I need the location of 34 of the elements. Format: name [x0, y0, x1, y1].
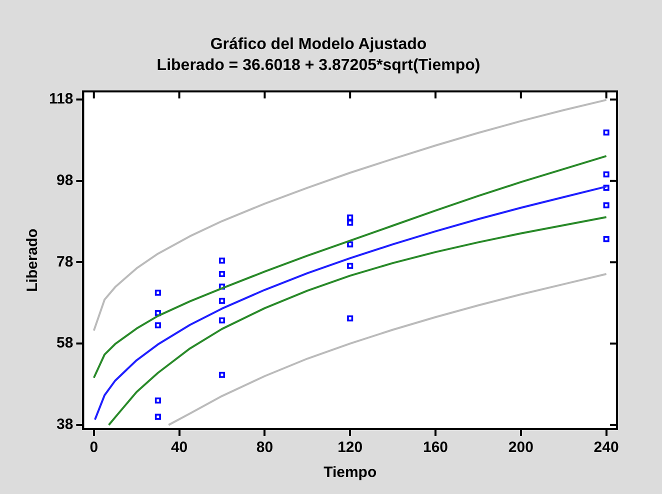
x-tick-label: 200 [508, 439, 534, 456]
point [218, 317, 226, 324]
x-axis-title: Tiempo [324, 464, 377, 482]
point [603, 202, 610, 208]
y-axis-title: Liberado [24, 228, 42, 292]
point [603, 171, 610, 178]
y-tick-label: 118 [48, 90, 74, 108]
point [347, 220, 354, 226]
point [603, 236, 610, 242]
x-tick-label: 160 [422, 439, 448, 456]
point [154, 414, 161, 420]
point [218, 271, 226, 278]
y-tick-label: 98 [56, 172, 74, 190]
point [218, 298, 226, 304]
x-tick-label: 80 [256, 439, 274, 456]
point [218, 372, 226, 378]
x-tick-label: 0 [90, 439, 98, 456]
x-tick-label: 240 [594, 439, 619, 456]
chart-subtitle: Liberado = 36.6018 + 3.87205*sqrt(Tiempo) [156, 57, 480, 74]
y-tick-label: 78 [56, 253, 74, 270]
x-tick-label: 120 [338, 439, 363, 456]
point [347, 241, 354, 248]
point [218, 258, 226, 264]
point [154, 322, 161, 328]
y-tick-label: 58 [56, 334, 74, 352]
point [347, 262, 354, 269]
point [347, 214, 354, 221]
x-tick-label: 40 [170, 439, 188, 456]
point [154, 290, 161, 296]
chart-title: Gráfico del Modelo Ajustado [210, 36, 427, 54]
point [603, 129, 610, 136]
y-tick-label: 38 [56, 416, 74, 434]
point [154, 398, 161, 404]
point [347, 315, 354, 322]
